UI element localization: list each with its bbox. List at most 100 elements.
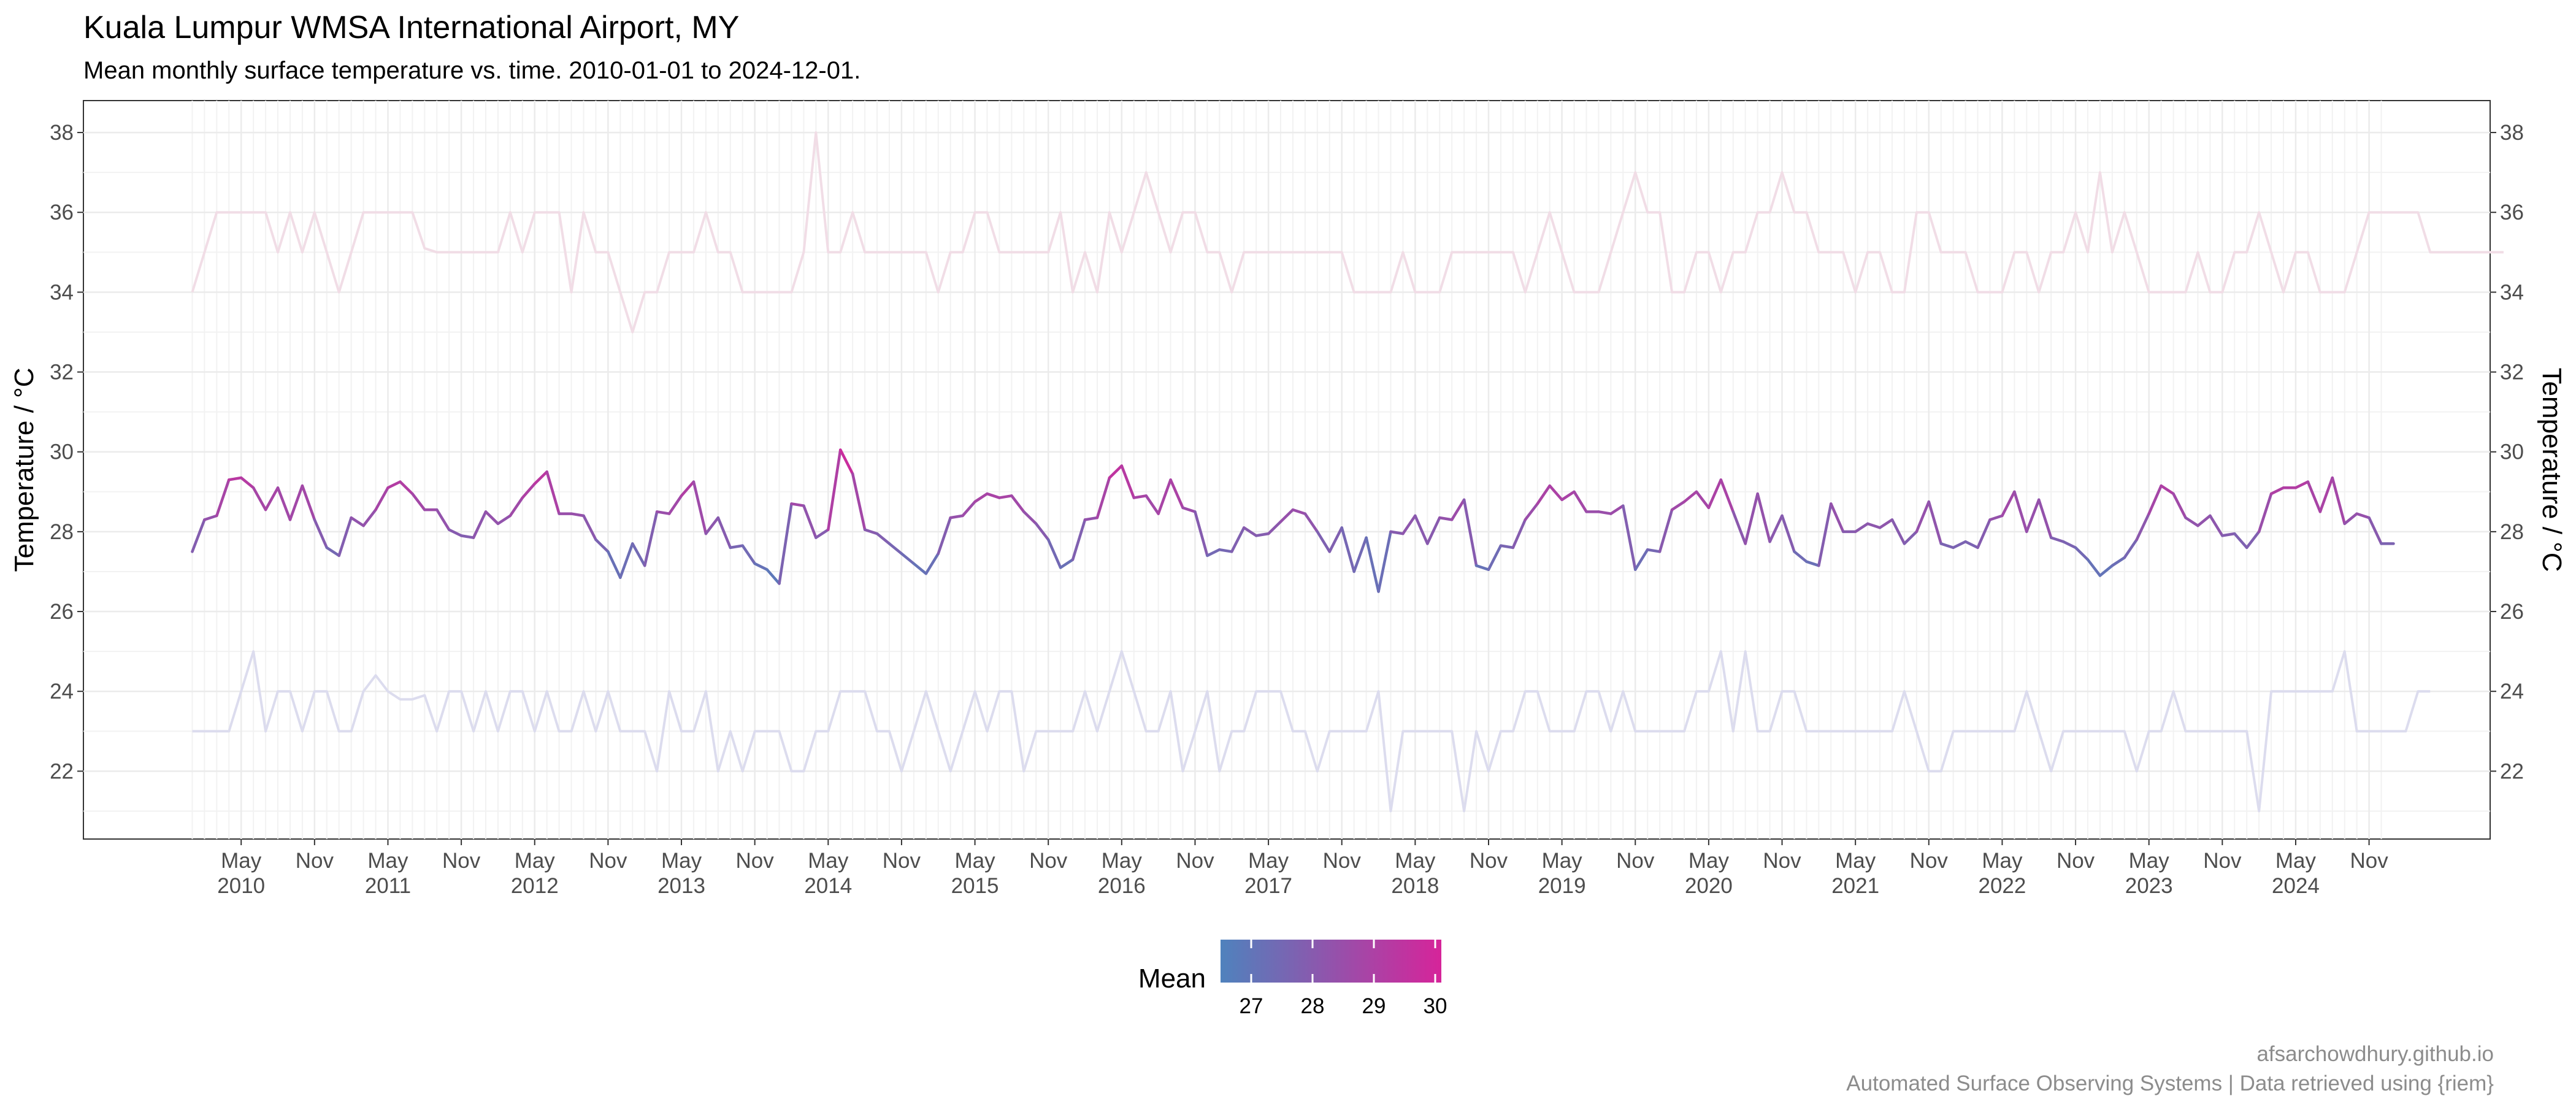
x-tick-label-month: May: [808, 849, 849, 873]
mean-line-segment: [1719, 478, 1735, 513]
mean-line-segment: [2061, 540, 2077, 550]
x-tick-label-month: Nov: [1763, 849, 1801, 873]
mean-line-segment: [753, 562, 769, 571]
mean-line-segment: [1144, 494, 1160, 515]
mean-line-segment: [2343, 512, 2358, 526]
x-tick-label-month: Nov: [442, 849, 481, 873]
x-tick-label-year: 2019: [1538, 874, 1586, 898]
mean-line-segment: [1365, 536, 1380, 593]
mean-line-segment: [337, 516, 353, 558]
chart-title: Kuala Lumpur WMSA International Airport,…: [83, 10, 739, 45]
mean-line-segment: [313, 518, 329, 550]
mean-line-segment: [2110, 556, 2126, 567]
y-tick-label-right: 28: [2500, 520, 2524, 544]
mean-line-segment: [1279, 508, 1295, 523]
mean-line-segment: [937, 516, 952, 555]
mean-line-segment: [2049, 536, 2065, 543]
mean-line-segment: [386, 480, 402, 489]
series-layer: [191, 131, 2504, 813]
legend-tick-label: 28: [1301, 994, 1325, 1018]
x-tick-label-month: May: [221, 849, 262, 873]
y-tick-label-left: 38: [50, 121, 74, 145]
mean-line-segment: [2306, 480, 2322, 513]
mean-line-segment: [716, 516, 732, 550]
mean-line-segment: [521, 482, 536, 499]
mean-line-segment: [1830, 502, 1845, 534]
mean-line-segment: [1389, 530, 1405, 535]
mean-line-segment: [1046, 538, 1062, 569]
mean-line-segment: [655, 510, 671, 515]
y-tick-label-right: 30: [2500, 440, 2524, 464]
mean-line-segment: [1670, 500, 1686, 512]
mean-line-segment: [1340, 526, 1355, 573]
mean-line-segment: [973, 492, 989, 504]
mean-line-segment: [1414, 514, 1429, 545]
mean-line-segment: [447, 528, 463, 537]
y-tick-label-left: 24: [50, 680, 74, 703]
x-tick-label-month: May: [661, 849, 702, 873]
x-tick-label-year: 2024: [2272, 874, 2320, 898]
mean-line-segment: [2135, 512, 2150, 542]
mean-line-segment: [2245, 530, 2261, 550]
mean-line-segment: [1524, 502, 1539, 521]
mean-line-segment: [790, 502, 805, 507]
y-tick-label-left: 32: [50, 361, 74, 385]
mean-line-segment: [1682, 490, 1698, 504]
min-temperature-line: [192, 650, 2431, 813]
mean-line-segment: [778, 502, 793, 585]
x-tick-label-month: Nov: [736, 849, 775, 873]
mean-line-segment: [1206, 548, 1221, 558]
y-axis-right: 22 24 26 28 30 32 34 36 38: [2490, 121, 2524, 783]
mean-line-segment: [1499, 544, 1515, 550]
mean-line-segment: [2147, 484, 2163, 515]
mean-line-segment: [1071, 518, 1087, 561]
x-tick-label-month: May: [1542, 849, 1583, 873]
mean-line-segment: [1634, 548, 1649, 571]
mean-line-segment: [1964, 540, 1979, 550]
mean-line-segment: [1254, 532, 1270, 537]
y-tick-label-left: 30: [50, 440, 74, 464]
caption-line-1: afsarchowdhury.github.io: [2256, 1042, 2494, 1066]
mean-line-segment: [704, 516, 720, 535]
mean-line-segment: [191, 518, 206, 553]
x-tick-label-year: 2012: [511, 874, 559, 898]
legend-tick-label: 30: [1424, 994, 1447, 1018]
mean-line-segment: [1426, 516, 1441, 545]
mean-line-segment: [1548, 484, 1563, 502]
x-tick-label-month: May: [1248, 849, 1289, 873]
x-tick-label-month: Nov: [2203, 849, 2242, 873]
mean-line-segment: [2074, 546, 2090, 561]
mean-line-segment: [2269, 486, 2285, 496]
mean-line-segment: [692, 480, 708, 535]
mean-line-segment: [1035, 522, 1050, 542]
mean-line-segment: [570, 512, 585, 518]
x-tick-label-month: Nov: [2350, 849, 2388, 873]
mean-line-segment: [643, 510, 659, 567]
mean-line-segment: [1242, 526, 1258, 537]
mean-line-segment: [264, 486, 280, 512]
mean-line-segment: [1169, 478, 1184, 510]
x-tick-label-month: Nov: [1910, 849, 1949, 873]
mean-line-segment: [1890, 518, 1906, 545]
mean-line-segment: [827, 448, 842, 531]
mean-line-segment: [741, 544, 756, 565]
mean-line-segment: [729, 544, 744, 550]
mean-line-segment: [1695, 490, 1711, 510]
mean-line-segment: [1573, 490, 1588, 513]
mean-line-segment: [1474, 564, 1490, 571]
mean-line-segment: [815, 528, 830, 539]
mean-line-segment: [374, 486, 389, 512]
mean-line-segment: [667, 494, 683, 515]
mean-line-segment: [2196, 514, 2212, 527]
mean-line-segment: [594, 538, 610, 553]
mean-line-segment: [2209, 514, 2224, 537]
mean-line-segment: [2221, 532, 2236, 537]
mean-line-segment: [1597, 510, 1612, 515]
mean-line-segment: [411, 492, 426, 512]
x-tick-label-year: 2017: [1244, 874, 1292, 898]
mean-line-segment: [1181, 506, 1197, 513]
mean-line-segment: [2172, 492, 2187, 519]
mean-line-segment: [1132, 494, 1148, 499]
y-axis-left: 22 24 26 28 30 32 34 36 38: [50, 121, 83, 783]
